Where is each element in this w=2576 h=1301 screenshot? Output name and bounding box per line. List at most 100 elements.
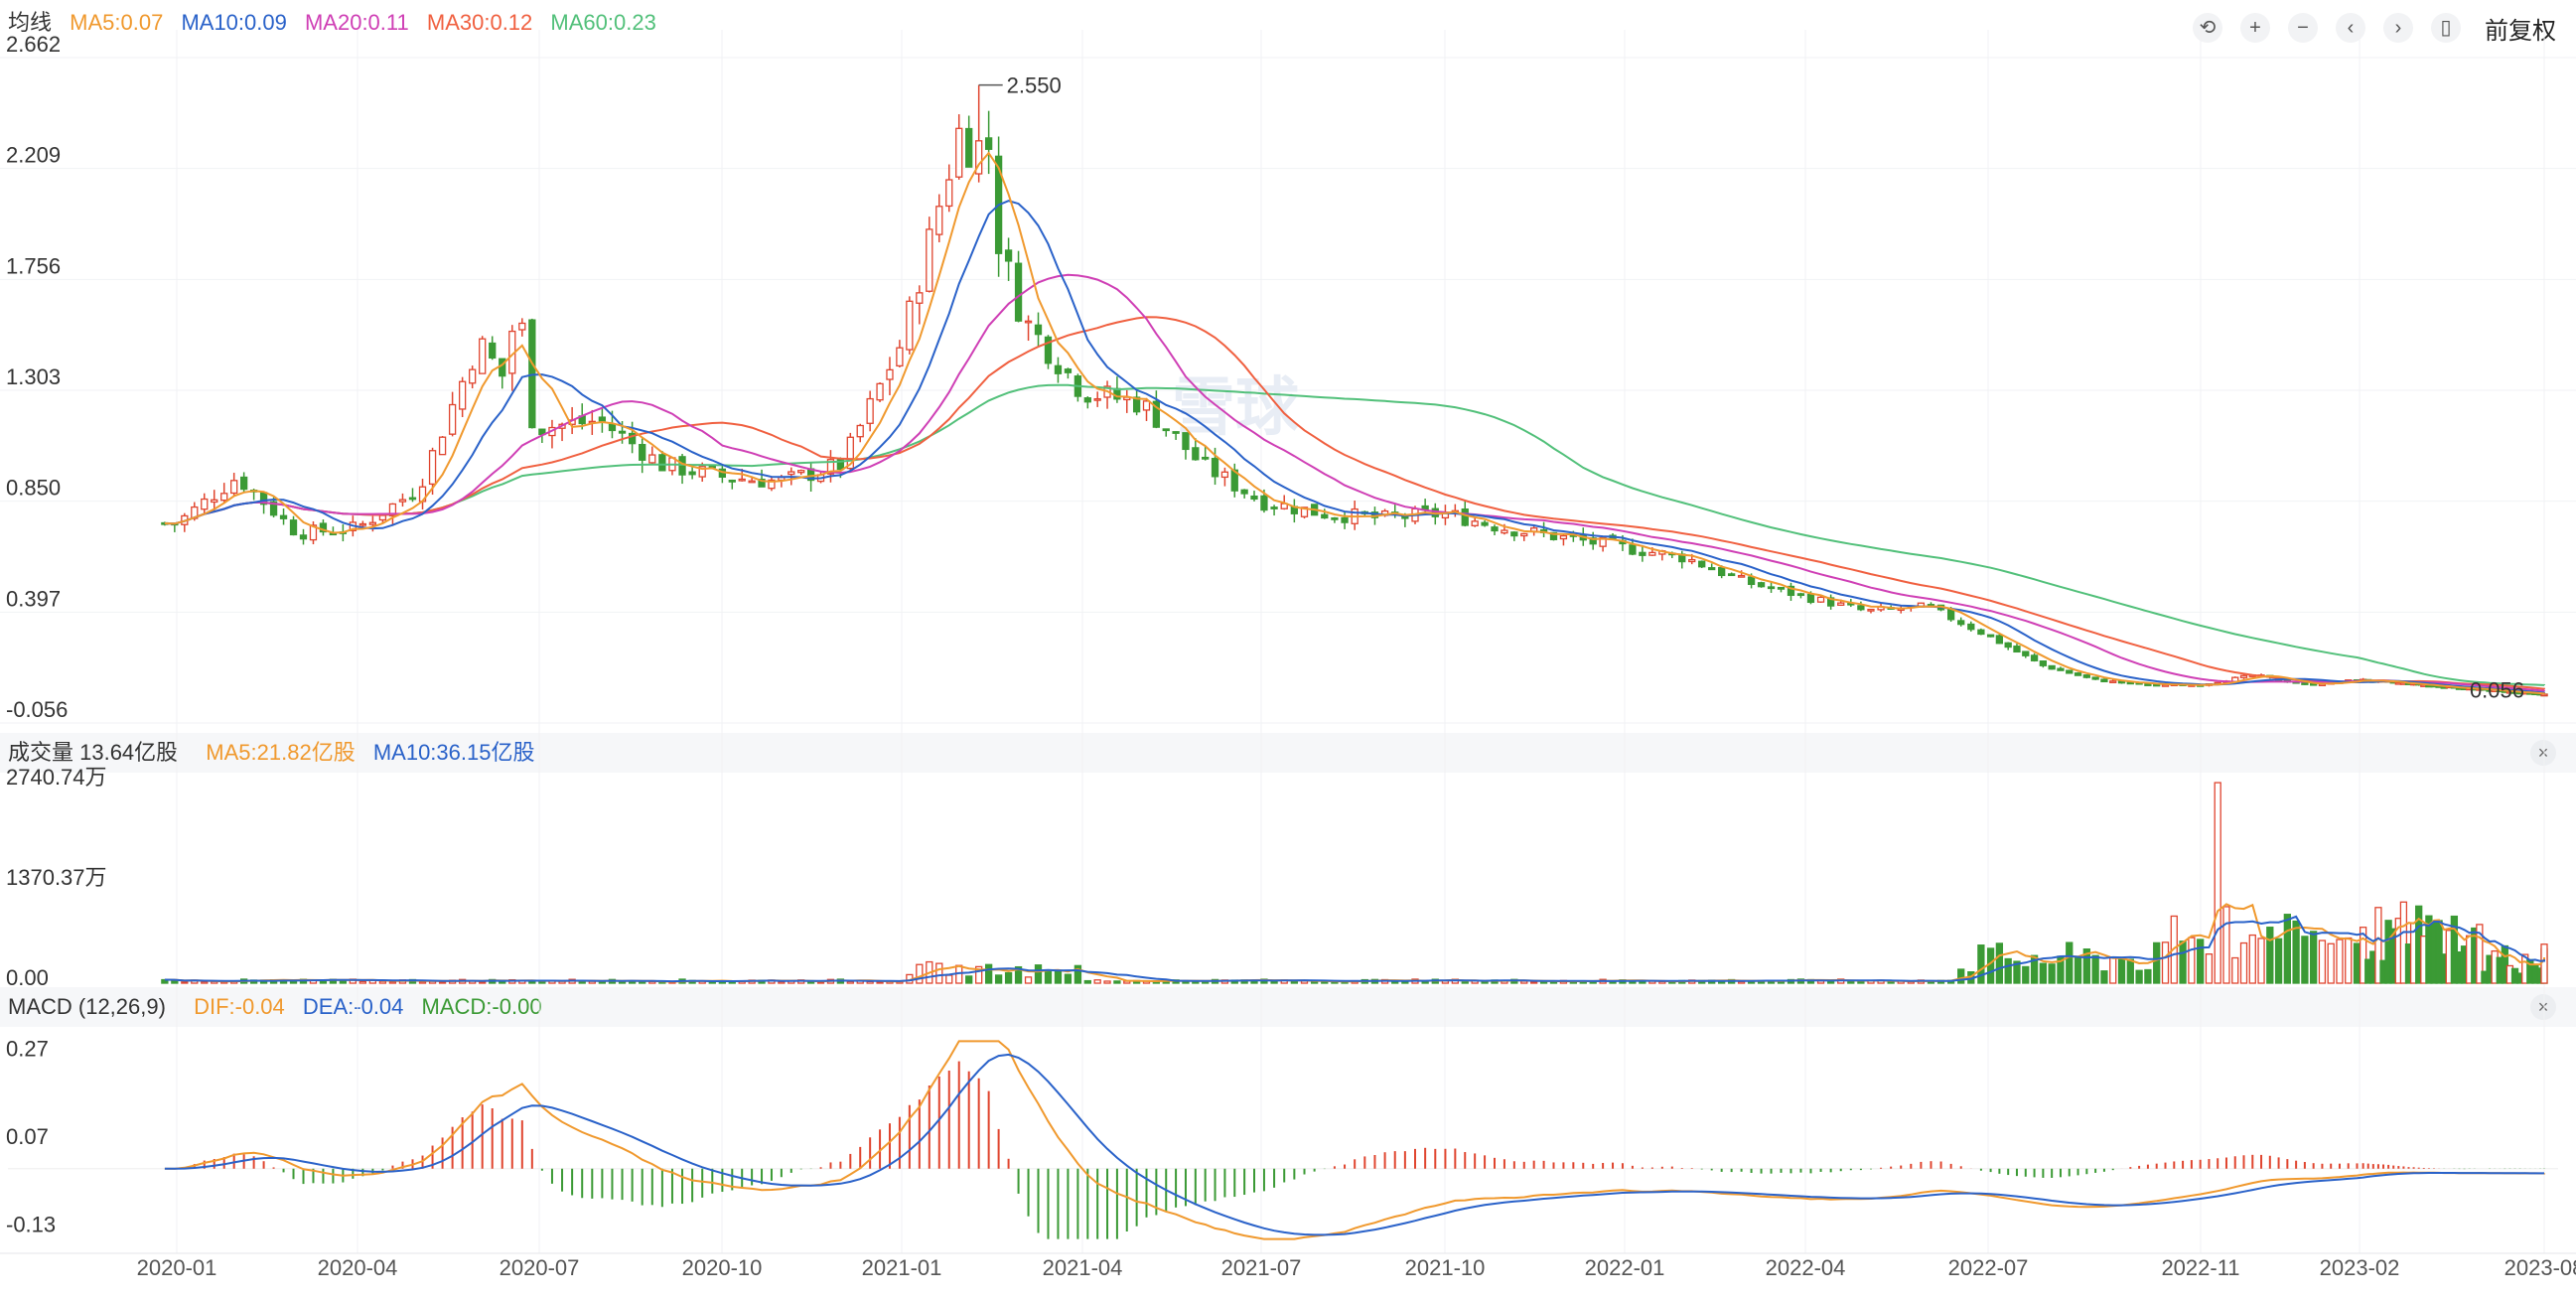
x-tick-label: 2020-07: [500, 1255, 580, 1280]
volume-bar: [479, 981, 487, 984]
candle-body: [2239, 674, 2248, 678]
candle-body: [748, 480, 756, 484]
undo-icon[interactable]: ⟲: [2193, 13, 2222, 43]
volume-bar: [1202, 981, 1210, 984]
candle-body: [1777, 586, 1786, 590]
candle-type-icon[interactable]: ▯: [2431, 13, 2461, 43]
volume-bar: [2144, 968, 2152, 984]
volume-legend-ma10: MA10:36.15亿股: [372, 740, 535, 765]
candle-body: [1083, 397, 1091, 403]
candle-body: [1867, 608, 1875, 612]
candle-body: [458, 380, 467, 410]
candle-body: [2100, 678, 2108, 683]
x-tick-label: 2022-01: [1585, 1255, 1665, 1280]
volume-bar: [2048, 963, 2056, 984]
volume-bar: [2135, 969, 2143, 984]
min-price-label: 0.056: [2470, 677, 2524, 702]
price-y-tick-label: 1.756: [6, 253, 61, 278]
volume-y-tick-label: 2740.74万: [6, 765, 107, 790]
volume-bar: [1977, 944, 1985, 984]
legend-ma30: MA30:0.12: [426, 10, 533, 35]
volume-bar: [2091, 954, 2099, 984]
candle-body: [1270, 506, 1278, 509]
price-legend-title: 均线: [8, 10, 53, 35]
candle-body: [787, 471, 795, 476]
volume-bar: [2082, 948, 2090, 984]
volume-bar: [1034, 964, 1043, 984]
volume-bar: [378, 980, 387, 984]
candle-body: [1481, 521, 1489, 526]
candle-body: [1796, 593, 1805, 597]
candle-body: [2004, 642, 2012, 649]
volume-bar: [2318, 940, 2327, 984]
volume-bar: [1093, 979, 1101, 984]
candle-body: [1639, 551, 1646, 556]
volume-bar: [2292, 920, 2300, 984]
candle-body: [1004, 249, 1013, 262]
candle-body: [299, 534, 308, 540]
volume-bar: [2239, 941, 2248, 984]
scroll-left-icon[interactable]: ‹: [2336, 13, 2365, 43]
candle-body: [846, 436, 854, 470]
volume-bar: [1064, 973, 1073, 984]
ma20-line: [164, 273, 2545, 692]
candle-body: [1172, 431, 1180, 434]
volume-bar: [438, 981, 447, 984]
candle-body: [2013, 646, 2021, 653]
price-y-tick-label: 2.209: [6, 143, 61, 168]
volume-bar: [2274, 938, 2283, 984]
candle-body: [1211, 458, 1219, 478]
candle-body: [279, 514, 288, 519]
zoom-in-icon[interactable]: +: [2240, 13, 2270, 43]
macd-y-tick-label: 0.27: [6, 1036, 49, 1061]
candle-body: [984, 137, 993, 150]
candle-body: [1471, 520, 1479, 526]
price-y-tick-label: 2.662: [6, 32, 61, 57]
close-volume-icon[interactable]: ×: [2530, 740, 2556, 766]
candle-body: [1331, 516, 1339, 520]
macd-legend-dea: DEA:-0.04: [302, 994, 404, 1019]
candle-body: [916, 292, 924, 304]
volume-bar: [1083, 979, 1091, 984]
volume-bar: [2117, 956, 2126, 984]
x-tick-label: 2022-11: [2161, 1255, 2239, 1280]
volume-bar: [984, 963, 993, 984]
candle-body: [2144, 683, 2152, 686]
candle-body: [220, 493, 228, 502]
zoom-out-icon[interactable]: −: [2288, 13, 2318, 43]
candle-body: [758, 479, 766, 488]
candle-body: [866, 397, 874, 424]
candle-body: [240, 476, 248, 491]
x-tick-label: 2021-01: [862, 1255, 942, 1280]
volume-bar: [2399, 901, 2408, 984]
x-tick-label: 2023-02: [2320, 1255, 2400, 1280]
close-macd-icon[interactable]: ×: [2530, 994, 2556, 1020]
candle-body: [398, 499, 407, 503]
volume-bar: [2353, 942, 2361, 984]
scroll-right-icon[interactable]: ›: [2383, 13, 2413, 43]
candle-body: [698, 466, 706, 478]
ma10-line: [164, 200, 2545, 694]
volume-bar: [2030, 954, 2039, 984]
x-tick-label: 2021-07: [1221, 1255, 1302, 1280]
candle-body: [1857, 605, 1865, 611]
volume-bar: [2161, 941, 2170, 984]
candle-body: [1024, 320, 1033, 324]
volume-bar: [1024, 976, 1033, 984]
volume-legend-title: 成交量 13.64亿股: [8, 740, 179, 765]
x-tick-label: 2022-07: [1948, 1255, 2029, 1280]
volume-bar: [181, 981, 189, 984]
volume-bar: [2074, 955, 2082, 984]
volume-bar: [1826, 980, 1835, 984]
volume-bar: [639, 981, 646, 984]
volume-y-tick-label: 1370.37万: [6, 865, 107, 890]
macd-legend: MACD (12,26,9) DIF:-0.04 DEA:-0.04 MACD:…: [8, 992, 554, 1022]
candle-body: [975, 140, 983, 175]
volume-header: [0, 733, 2576, 773]
candle-body: [1491, 526, 1499, 532]
candle-body: [896, 347, 904, 367]
volume-bar: [965, 975, 973, 984]
volume-bar: [1391, 980, 1399, 984]
candle-body: [2540, 693, 2548, 697]
volume-bar: [945, 974, 953, 984]
